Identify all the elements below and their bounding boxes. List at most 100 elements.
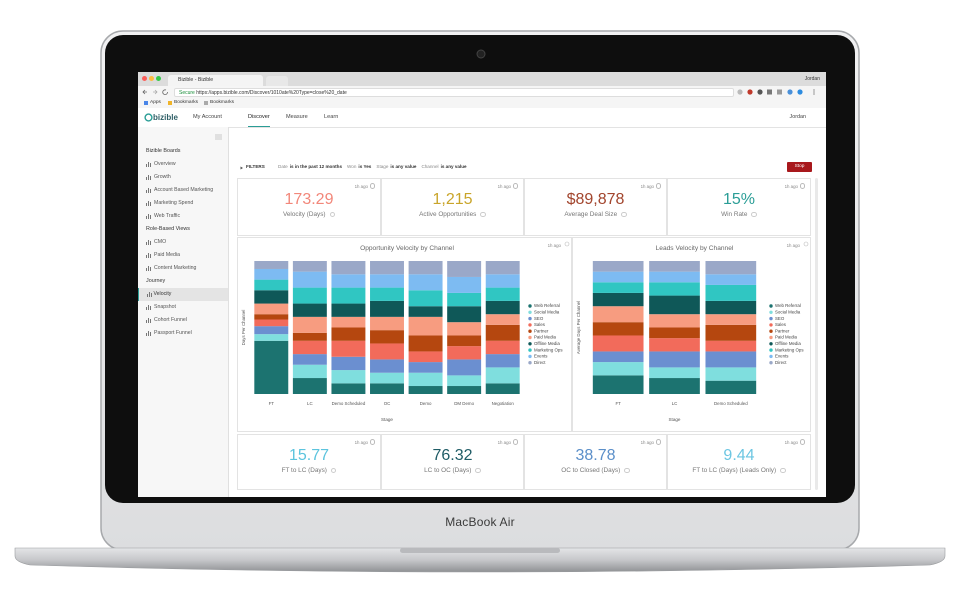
bar-segment: [705, 367, 757, 381]
bar-segment: [292, 340, 327, 355]
nav-item[interactable]: Discover: [248, 108, 270, 127]
bookmark[interactable]: Bookmarks: [204, 98, 234, 108]
filter-condition: is Yes: [358, 164, 372, 169]
filter-label[interactable]: FILTERS: [246, 164, 265, 169]
bar-segment: [447, 322, 482, 336]
filter-field: Stage: [376, 164, 389, 169]
bar-segment: [292, 354, 327, 365]
browser-tab[interactable]: Bizible - Bizible: [168, 75, 263, 86]
bar-segment: [370, 372, 404, 384]
refresh-icon[interactable]: [655, 439, 661, 445]
legend-label: Paid Media: [534, 335, 557, 340]
sidebar-item[interactable]: Account Based Marketing: [138, 184, 228, 197]
kpi-card: 1h ago 173.29 Velocity (Days): [237, 178, 381, 236]
sidebar-item[interactable]: Velocity: [138, 287, 228, 301]
refresh-icon[interactable]: [512, 183, 518, 189]
chart-icon: [146, 317, 151, 323]
info-icon[interactable]: [480, 211, 486, 218]
refresh-icon[interactable]: [369, 183, 375, 189]
sidebar-item[interactable]: Passport Funnel: [138, 327, 228, 340]
nav-item[interactable]: Measure: [286, 114, 308, 120]
kpi-label-text: Win Rate: [721, 211, 748, 218]
filter[interactable]: Stage is any value: [376, 164, 416, 169]
bar-segment: [331, 261, 366, 275]
bar-segment: [370, 343, 404, 360]
bar-segment: [408, 386, 443, 394]
sidebar: Bizible Boards Overview Growth Account Base…: [138, 127, 229, 497]
bookmark[interactable]: Bookmarks: [168, 98, 198, 108]
extension-icons[interactable]: [736, 88, 824, 96]
filter[interactable]: Won is Yes: [347, 164, 371, 169]
bar-segment: [705, 340, 757, 352]
info-icon[interactable]: [475, 467, 481, 474]
bar-segment: [370, 287, 404, 301]
kpi-label-text: OC to Closed (Days): [561, 467, 621, 474]
legend-label: Paid Media: [775, 335, 798, 340]
bar-segment: [292, 303, 327, 317]
info-icon[interactable]: [780, 467, 786, 474]
bar-segment: [292, 316, 327, 333]
bar-segment: [705, 274, 757, 285]
sidebar-item[interactable]: CMO: [138, 236, 228, 249]
sidebar-item[interactable]: Snapshot: [138, 301, 228, 314]
card-age: 1h ago: [640, 184, 654, 189]
info-icon[interactable]: [621, 211, 627, 218]
bar-segment: [292, 364, 327, 379]
screen: Bizible - Bizible Jordan Secure https://…: [138, 72, 826, 497]
info-icon[interactable]: [751, 211, 757, 218]
logo-mark: [144, 113, 153, 122]
bar-segment: [331, 383, 366, 394]
scrollbar[interactable]: [815, 178, 818, 490]
refresh-icon[interactable]: [655, 183, 661, 189]
bar-segment: [447, 386, 482, 394]
sidebar-item[interactable]: Marketing Spend: [138, 197, 228, 210]
chart-icon: [146, 265, 151, 271]
bar-segment: [370, 261, 404, 275]
new-tab[interactable]: [266, 76, 288, 86]
logo[interactable]: bizible: [153, 113, 178, 122]
bookmark[interactable]: Apps: [144, 98, 161, 108]
sidebar-item[interactable]: Overview: [138, 158, 228, 171]
bar-segment: [485, 314, 520, 325]
bar-segment: [331, 370, 366, 384]
user-menu[interactable]: Jordan: [789, 114, 806, 120]
nav-item[interactable]: Learn: [324, 114, 339, 120]
refresh-icon[interactable]: [369, 439, 375, 445]
sidebar-item[interactable]: Content Marketing: [138, 262, 228, 275]
sidebar-item[interactable]: Web Traffic: [138, 210, 228, 223]
nav-item[interactable]: My Account: [193, 114, 222, 120]
maximize-button[interactable]: [156, 76, 161, 81]
card-age: 1h ago: [354, 440, 368, 445]
refresh-icon[interactable]: [799, 439, 805, 445]
bar-segment: [592, 282, 644, 293]
sidebar-item[interactable]: Growth: [138, 171, 228, 184]
refresh-icon[interactable]: [799, 183, 805, 189]
stop-button[interactable]: Stop: [787, 162, 812, 172]
bar-segment: [331, 316, 366, 328]
kpi-value: $89,878: [566, 191, 625, 208]
sidebar-item[interactable]: Cohort Funnel: [138, 314, 228, 327]
minimize-button[interactable]: [149, 76, 154, 81]
kpi-label-text: FT to LC (Days): [281, 467, 327, 474]
info-icon[interactable]: [329, 211, 336, 218]
main-nav: My Account Discover Measure Learn: [138, 108, 738, 127]
legend-marker: [528, 316, 532, 321]
sidebar-item[interactable]: Paid Media: [138, 249, 228, 262]
info-icon[interactable]: [624, 467, 630, 474]
card-age: 1h ago: [497, 440, 511, 445]
info-icon[interactable]: [330, 467, 337, 474]
nav-buttons[interactable]: [142, 88, 172, 96]
close-button[interactable]: [142, 76, 147, 81]
x-tick-label: Demo Scheduled: [714, 401, 748, 406]
legend-label: Events: [775, 354, 789, 359]
bar-segment: [485, 300, 520, 315]
filter-condition: is any value: [440, 164, 467, 169]
bar-segment: [331, 327, 366, 341]
filter[interactable]: Channel is any value: [421, 164, 466, 169]
filter[interactable]: Date is in the past 12 months: [278, 164, 342, 169]
menu-icon[interactable]: [215, 134, 222, 140]
url-field[interactable]: Secure https://apps.bizible.com/Discover…: [174, 87, 734, 97]
refresh-icon[interactable]: [512, 439, 518, 445]
bar-segment: [447, 276, 482, 293]
bar-segment: [447, 359, 482, 376]
